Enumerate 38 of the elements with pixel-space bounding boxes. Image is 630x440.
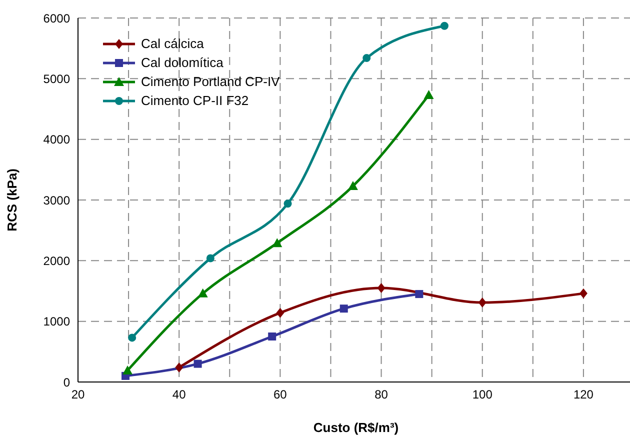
point <box>276 308 284 318</box>
x-axis-title: Custo (R$/m³) <box>313 420 399 435</box>
point <box>377 282 386 293</box>
point <box>415 290 424 298</box>
x-tick-label: 120 <box>573 388 594 402</box>
x-tick-label: 60 <box>274 388 288 402</box>
y-axis-title: RCS (kPa) <box>4 168 20 232</box>
y-tick-label: 5000 <box>43 72 70 86</box>
point <box>272 238 282 248</box>
legend-label: Cal dolomítica <box>141 55 224 70</box>
x-tick-label: 40 <box>172 388 186 402</box>
point <box>348 181 358 190</box>
point <box>340 304 348 313</box>
point <box>478 298 486 308</box>
legend-label: Cimento CP-II F32 <box>141 93 249 108</box>
y-tick-label: 4000 <box>43 132 70 147</box>
point <box>128 334 136 342</box>
point <box>122 365 133 374</box>
point <box>284 200 292 208</box>
y-tick-label: 0 <box>63 375 70 390</box>
point <box>424 90 434 100</box>
legend-label: Cal cálcica <box>141 36 204 51</box>
point <box>194 360 202 368</box>
x-tick-label: 80 <box>374 388 388 402</box>
y-tick-label: 2000 <box>43 254 70 268</box>
point <box>268 332 276 340</box>
point <box>362 54 371 62</box>
legend-label: Cimento Portland CP-IV <box>141 74 280 89</box>
point <box>198 288 208 298</box>
y-tick-label: 1000 <box>43 314 70 329</box>
point <box>579 288 588 298</box>
point <box>440 22 448 30</box>
x-tick-label: 20 <box>71 388 85 402</box>
y-tick-label: 6000 <box>43 11 70 26</box>
point <box>175 362 184 372</box>
point <box>206 254 214 262</box>
y-tick-label: 3000 <box>43 193 70 208</box>
x-tick-label: 100 <box>472 388 493 402</box>
